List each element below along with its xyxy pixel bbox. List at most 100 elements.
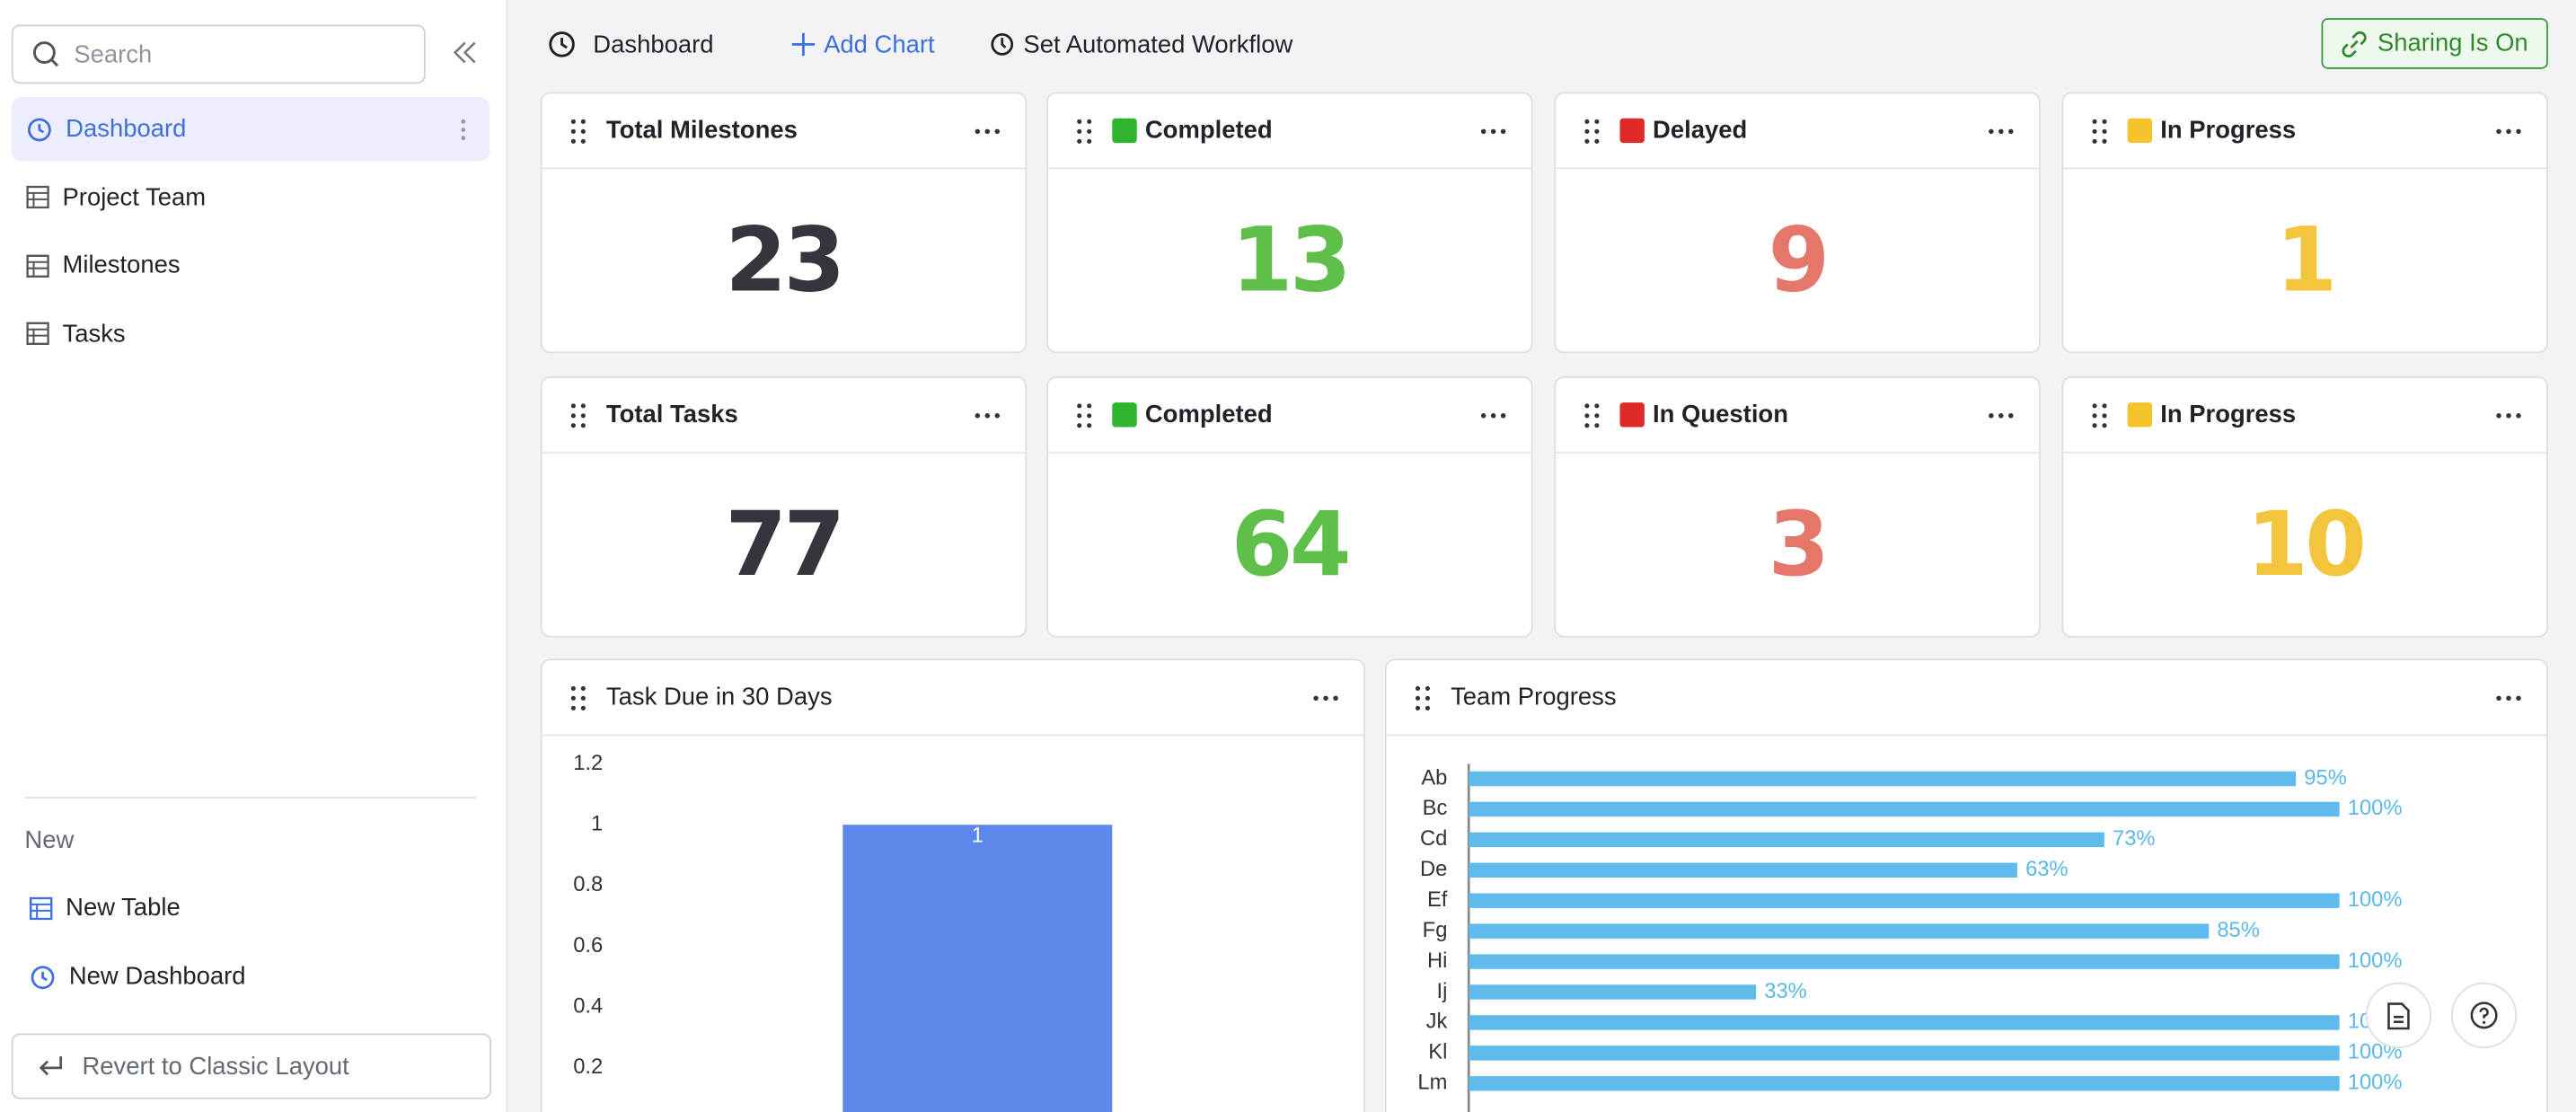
chart-title: Team Progress	[1451, 683, 1617, 711]
drag-handle[interactable]	[2091, 118, 2107, 144]
new-item-label: New Dashboard	[68, 962, 246, 991]
card-title: Completed	[1144, 116, 1273, 145]
chart-title: Task Due in 30 Days	[605, 683, 833, 711]
nav-item[interactable]: Tasks	[12, 302, 490, 366]
chart-card: Team Progress	[1384, 658, 2548, 1112]
stat-card: Total Tasks 77	[540, 375, 1028, 638]
add-chart-button[interactable]: Add Chart	[792, 31, 935, 58]
more-button[interactable]	[2495, 128, 2521, 134]
more-button[interactable]	[1312, 694, 1338, 701]
y-tick-label: Bc	[1423, 796, 1448, 820]
y-tick-label: Kl	[1428, 1040, 1447, 1064]
divider	[24, 797, 477, 799]
y-tick-label: Ef	[1427, 887, 1448, 912]
nav-label: Dashboard	[66, 115, 187, 144]
bar	[1469, 1015, 2340, 1030]
drag-handle[interactable]	[570, 118, 587, 144]
value-label: 95%	[2304, 765, 2347, 790]
card-title: In Progress	[2160, 116, 2297, 145]
more-button[interactable]	[1988, 128, 2014, 134]
revert-button[interactable]: Revert to Classic Layout	[11, 1033, 491, 1099]
dashboard-icon	[31, 965, 55, 989]
drag-handle[interactable]	[1584, 118, 1600, 144]
table-icon	[26, 253, 49, 278]
table-icon	[26, 322, 49, 346]
card-header: In Question	[1556, 378, 2039, 454]
revert-icon	[39, 1056, 63, 1076]
value-label: 63%	[2025, 857, 2069, 881]
drag-handle[interactable]	[570, 684, 587, 710]
card-header: Team Progress	[1386, 660, 2547, 737]
help-icon	[2470, 1002, 2498, 1029]
y-tick-label: 0.4	[573, 994, 603, 1019]
drag-handle[interactable]	[1584, 402, 1600, 428]
more-button[interactable]	[2495, 694, 2521, 701]
new-item[interactable]: New Dashboard	[14, 945, 492, 1009]
toolbar: Dashboard Add Chart Set Automated Workfl…	[547, 28, 1292, 61]
drag-handle[interactable]	[1076, 118, 1092, 144]
drag-handle[interactable]	[570, 402, 587, 428]
bar	[1469, 832, 2104, 848]
status-marker	[1112, 402, 1137, 428]
status-marker	[2127, 402, 2153, 428]
card-header: Total Tasks	[542, 378, 1026, 454]
section-heading: New	[24, 826, 75, 855]
card-header: In Progress	[2063, 93, 2547, 170]
more-button[interactable]	[975, 411, 1001, 418]
nav-label: Milestones	[62, 251, 181, 279]
nav-item[interactable]: Project Team	[12, 165, 490, 229]
y-tick-label: Jk	[1426, 1010, 1448, 1034]
value-label: 100%	[2348, 887, 2403, 912]
card-value: 3	[1768, 491, 1830, 596]
value-label: 100%	[2348, 949, 2403, 973]
doc-button[interactable]	[2365, 982, 2432, 1048]
drag-handle[interactable]	[2091, 402, 2107, 428]
more-button[interactable]	[1988, 411, 2014, 418]
table-icon	[30, 896, 53, 920]
y-tick-label: Hi	[1427, 949, 1447, 973]
y-tick-label: Ij	[1437, 979, 1448, 1003]
search-placeholder: Search	[74, 40, 153, 68]
card-header: Task Due in 30 Days	[542, 660, 1364, 737]
sharing-label: Sharing Is On	[2377, 29, 2528, 58]
bar	[1469, 954, 2340, 969]
card-header: Completed	[1047, 378, 1531, 454]
workflow-button[interactable]: Set Automated Workflow	[989, 31, 1292, 58]
stat-card: Delayed 9	[1554, 92, 2041, 354]
plus-icon	[792, 32, 816, 57]
y-tick-label: Lm	[1417, 1071, 1447, 1095]
nav-item[interactable]: Dashboard	[11, 96, 490, 162]
y-tick-label: 0.8	[573, 872, 603, 896]
value-label: 85%	[2217, 918, 2260, 942]
bar	[1469, 893, 2340, 908]
bar	[1469, 923, 2210, 939]
nav-item[interactable]: Milestones	[12, 234, 490, 297]
search-box[interactable]: Search	[11, 24, 426, 84]
drag-handle[interactable]	[1076, 402, 1092, 428]
value-label: 73%	[2113, 826, 2156, 851]
stat-card: Completed 13	[1046, 92, 1533, 354]
dashboard-icon	[28, 117, 51, 141]
more-button[interactable]	[975, 128, 1001, 134]
sharing-button[interactable]: Sharing Is On	[2321, 18, 2548, 69]
item-menu[interactable]	[460, 118, 466, 141]
collapse-button[interactable]	[452, 41, 478, 65]
new-item[interactable]: New Table	[14, 876, 492, 940]
more-button[interactable]	[1480, 411, 1506, 418]
stat-card: In Progress 1	[2061, 92, 2548, 354]
status-marker	[1112, 118, 1137, 144]
card-value: 23	[725, 207, 845, 312]
card-value: 10	[2246, 491, 2367, 596]
help-button[interactable]	[2450, 982, 2518, 1048]
bar	[1469, 801, 2340, 817]
more-button[interactable]	[2495, 411, 2521, 418]
drag-handle[interactable]	[1415, 684, 1431, 710]
toolbar-title: Dashboard	[593, 30, 714, 58]
y-tick-label: 1	[591, 811, 603, 835]
card-title: Total Tasks	[605, 401, 738, 429]
bar	[1469, 771, 2297, 787]
stat-card: In Question 3	[1554, 375, 2041, 638]
more-button[interactable]	[1480, 128, 1506, 134]
